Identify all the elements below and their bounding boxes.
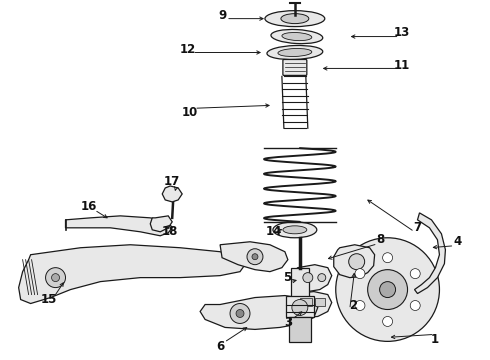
Text: 15: 15 [40,293,57,306]
Ellipse shape [278,49,312,57]
Circle shape [355,269,365,279]
Text: 3: 3 [284,316,292,329]
Text: 1: 1 [430,333,439,346]
Circle shape [410,301,420,310]
Circle shape [355,301,365,310]
Text: 4: 4 [453,235,462,248]
Circle shape [336,238,440,341]
Text: 14: 14 [266,225,282,238]
Text: 9: 9 [218,9,226,22]
Circle shape [383,253,392,263]
Polygon shape [220,242,288,272]
Circle shape [303,273,313,283]
Polygon shape [291,292,332,318]
Ellipse shape [283,226,307,234]
FancyBboxPatch shape [291,268,309,298]
Circle shape [236,310,244,318]
Circle shape [318,274,326,282]
Polygon shape [66,216,172,236]
FancyBboxPatch shape [286,296,314,318]
Text: 8: 8 [376,233,385,246]
Circle shape [51,274,59,282]
Text: 10: 10 [182,106,198,119]
Bar [315,298,325,306]
Polygon shape [334,245,375,278]
Ellipse shape [265,11,325,27]
Text: 6: 6 [216,340,224,353]
Ellipse shape [271,30,323,44]
Circle shape [410,269,420,279]
Text: 12: 12 [180,43,196,56]
Text: 13: 13 [393,26,410,39]
Text: 18: 18 [162,225,178,238]
Text: 7: 7 [414,221,421,234]
Polygon shape [415,213,445,293]
Circle shape [230,303,250,323]
FancyBboxPatch shape [283,59,307,75]
Circle shape [383,316,392,327]
Text: 11: 11 [393,59,410,72]
FancyBboxPatch shape [289,318,311,342]
Ellipse shape [281,14,309,24]
Circle shape [46,268,66,288]
Ellipse shape [282,32,312,41]
Text: 2: 2 [348,299,357,312]
Ellipse shape [273,222,317,238]
Polygon shape [292,265,332,292]
Circle shape [380,282,395,298]
Text: 16: 16 [80,201,97,213]
Circle shape [368,270,408,310]
Circle shape [252,254,258,260]
Ellipse shape [267,45,323,59]
Text: 17: 17 [164,175,180,189]
Circle shape [349,254,365,270]
Bar [300,298,312,306]
Polygon shape [150,216,172,232]
Text: 5: 5 [283,271,291,284]
Polygon shape [200,296,318,329]
Circle shape [292,300,308,315]
Circle shape [247,249,263,265]
Polygon shape [162,186,182,202]
Polygon shape [19,245,245,303]
